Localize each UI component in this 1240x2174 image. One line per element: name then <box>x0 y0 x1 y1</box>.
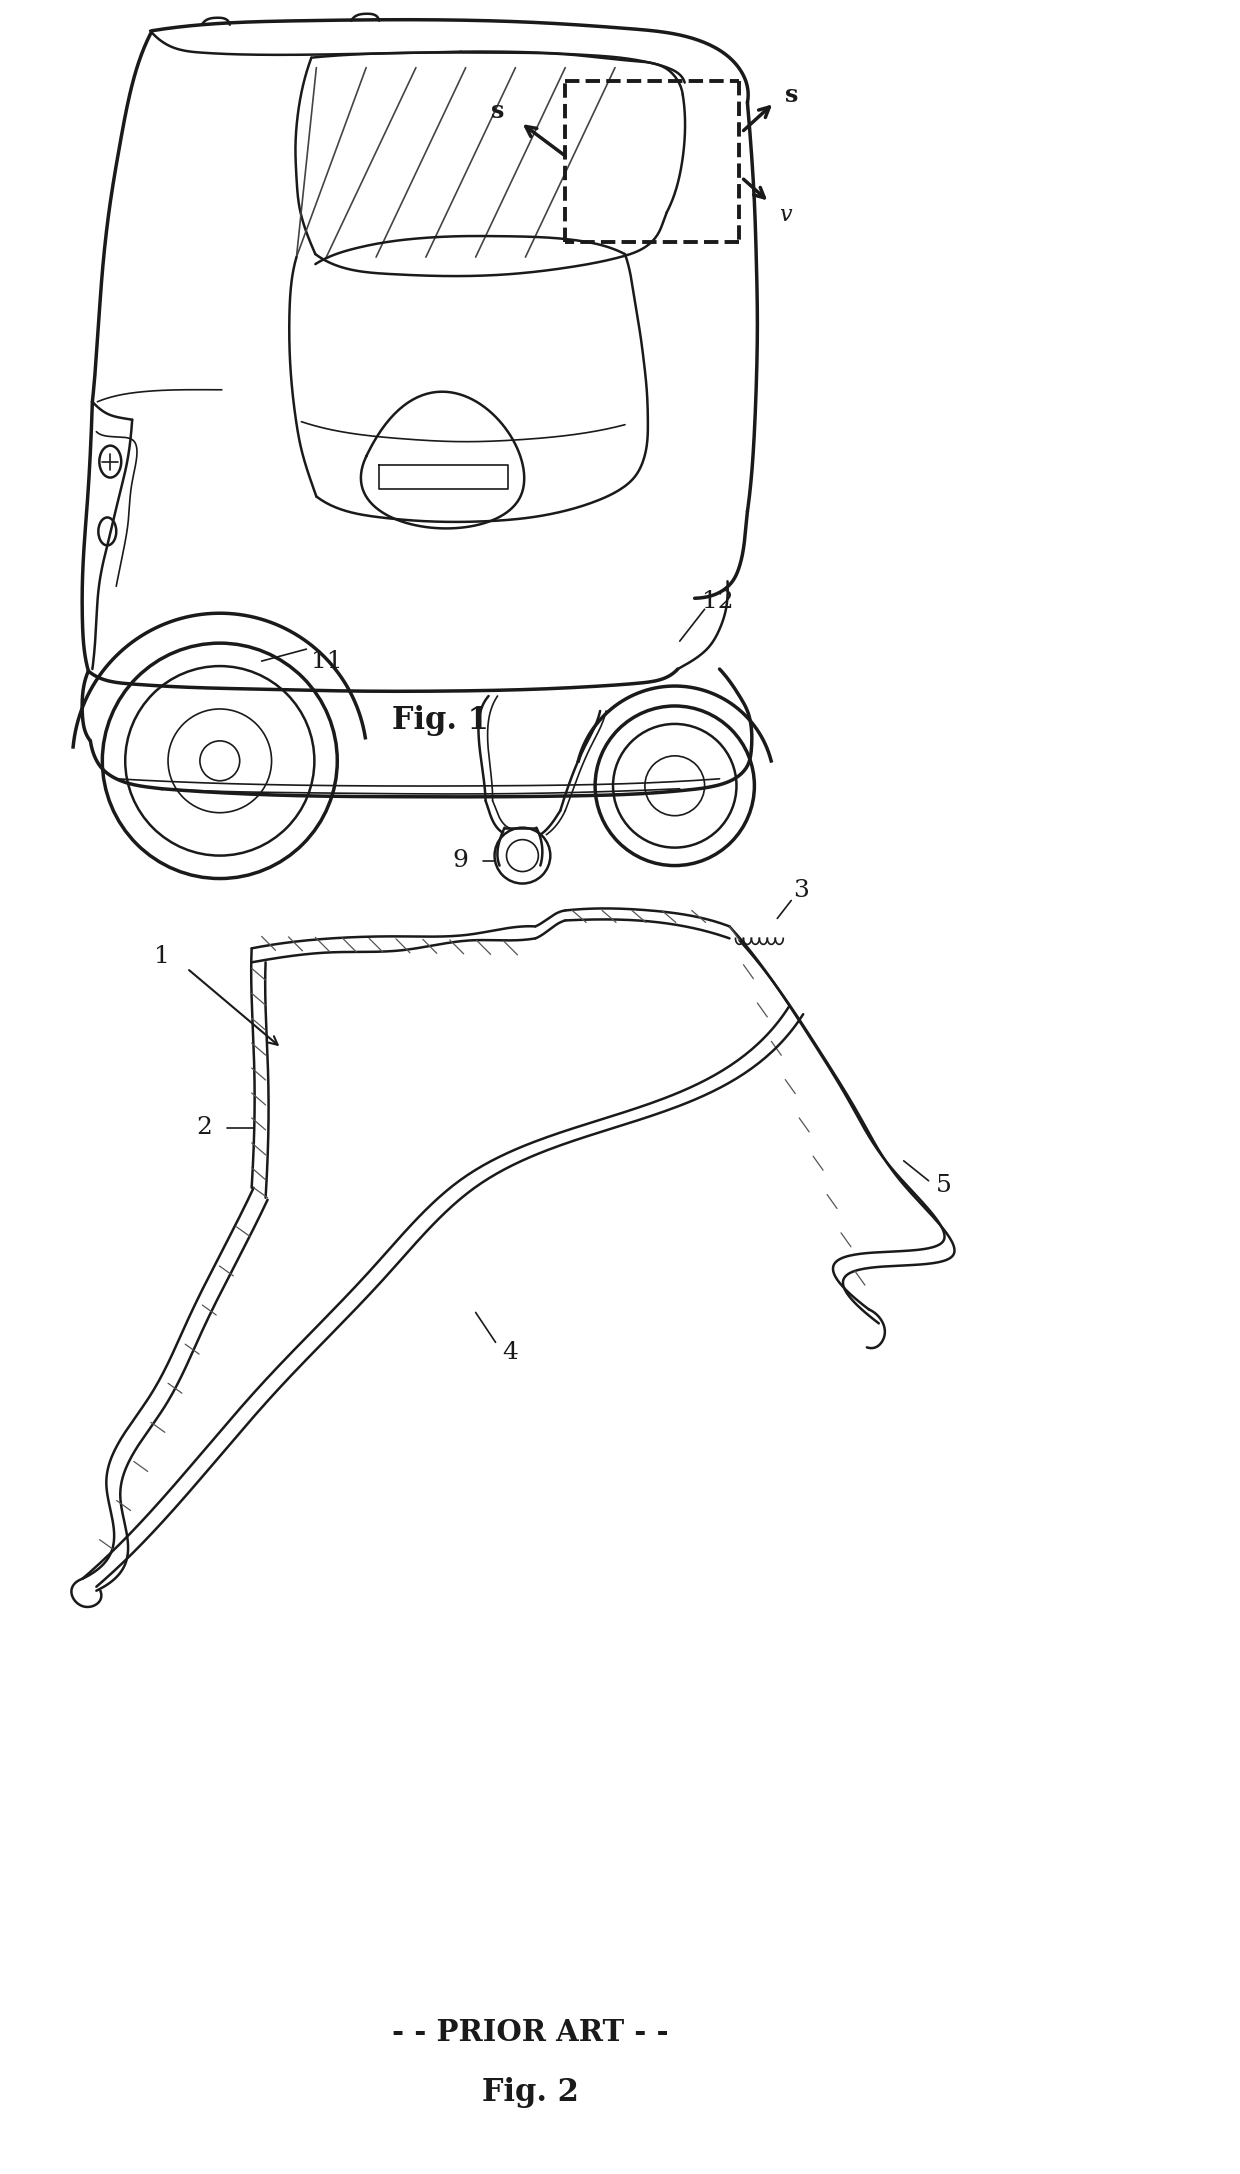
Text: 12: 12 <box>702 589 733 613</box>
Text: - - PRIOR ART - -: - - PRIOR ART - - <box>392 2017 668 2048</box>
Text: 3: 3 <box>794 878 810 902</box>
Text: Fig. 1: Fig. 1 <box>392 704 490 737</box>
Text: Fig. 2: Fig. 2 <box>482 2076 579 2109</box>
Text: s: s <box>785 83 797 107</box>
Text: 1: 1 <box>154 946 170 967</box>
Text: 11: 11 <box>310 650 342 672</box>
Text: 4: 4 <box>502 1341 518 1363</box>
Text: 2: 2 <box>196 1117 212 1139</box>
Text: 5: 5 <box>936 1174 951 1198</box>
Text: v: v <box>779 204 791 226</box>
Text: s: s <box>491 98 505 122</box>
Text: 9: 9 <box>453 850 469 872</box>
